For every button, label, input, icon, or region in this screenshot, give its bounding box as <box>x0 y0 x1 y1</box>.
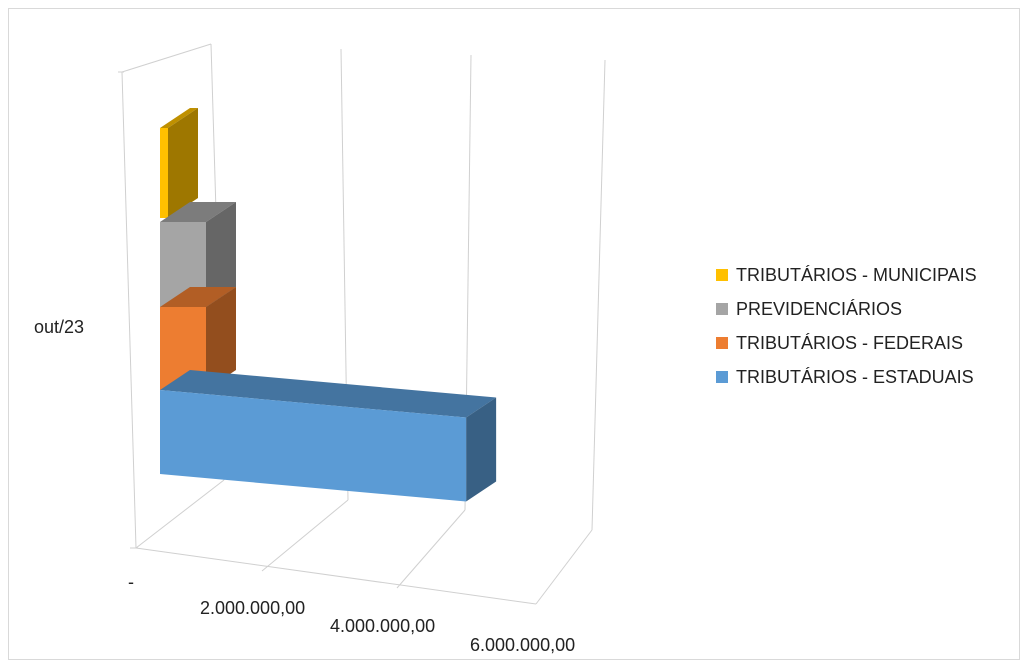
gridline-back-3 <box>591 59 606 531</box>
legend-swatch <box>716 303 728 315</box>
legend-label: TRIBUTÁRIOS - MUNICIPAIS <box>736 264 977 285</box>
legend-label: TRIBUTÁRIOS - ESTADUAIS <box>736 366 974 387</box>
bar-tribut-rios-municipais <box>160 108 198 218</box>
floor-grid-1 <box>261 499 349 572</box>
left-wall-back-edge <box>121 43 212 73</box>
floor-grid-2 <box>396 509 466 589</box>
x-tick-labels: - 2.000.000,00 4.000.000,00 6.000.000,00 <box>128 572 575 655</box>
bar-side-face <box>466 397 497 502</box>
bar-tribut-rios-federais <box>160 287 236 390</box>
legend-label: PREVIDENCIÁRIOS <box>736 298 903 319</box>
bar-front-face <box>160 128 168 218</box>
bar-top-face <box>160 287 236 307</box>
x-tick-label: 2.000.000,00 <box>200 598 305 618</box>
legend-item: TRIBUTÁRIOS - ESTADUAIS <box>716 360 977 394</box>
x-tick-label: - <box>128 572 134 592</box>
bars-group <box>160 108 497 502</box>
bar-top-face <box>160 370 497 418</box>
left-wall-front-edge <box>121 71 137 549</box>
legend-item: TRIBUTÁRIOS - FEDERAIS <box>716 326 977 360</box>
bar-side-face <box>168 108 198 218</box>
x-tick-label: 6.000.000,00 <box>470 635 575 655</box>
legend-label: TRIBUTÁRIOS - FEDERAIS <box>736 332 964 353</box>
legend-swatch <box>716 371 728 383</box>
bar-top-face <box>160 202 236 222</box>
bar-tribut-rios-estaduais <box>160 370 497 502</box>
category-label: out/23 <box>34 317 84 337</box>
floor-grid-0 <box>135 479 225 549</box>
floor-grid-3 <box>535 529 593 605</box>
bar-previdenci-rios <box>160 202 236 307</box>
bar-front-face <box>160 222 206 307</box>
floor-front-edge <box>135 547 537 605</box>
legend-swatch <box>716 337 728 349</box>
legend-item: PREVIDENCIÁRIOS <box>716 292 977 326</box>
bar-side-face <box>206 202 236 307</box>
legend-item: TRIBUTÁRIOS - MUNICIPAIS <box>716 258 977 292</box>
bar-top-face <box>160 108 198 128</box>
bar-front-face <box>160 390 467 502</box>
x-tick-label: 4.000.000,00 <box>330 616 435 636</box>
bar-side-face <box>206 287 236 390</box>
bar-front-face <box>160 307 206 390</box>
legend: TRIBUTÁRIOS - MUNICIPAIS PREVIDENCIÁRIOS T… <box>716 258 977 394</box>
legend-swatch <box>716 269 728 281</box>
